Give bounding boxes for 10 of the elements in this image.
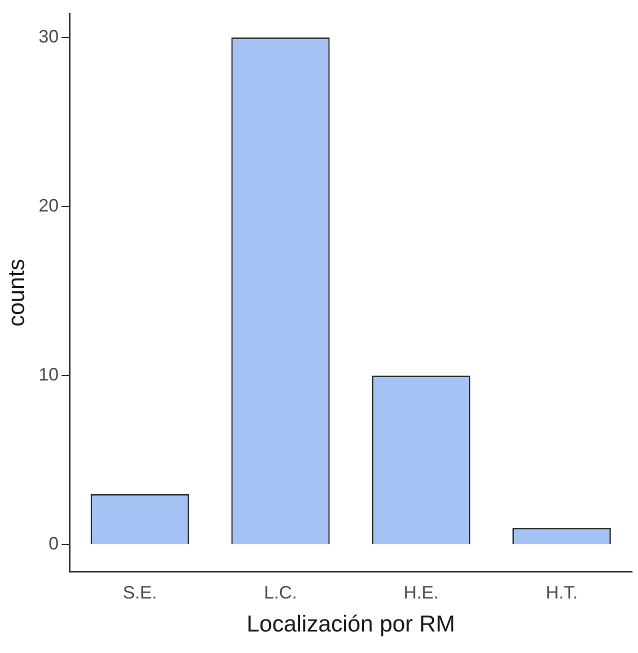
x-tick-label: S.E.: [122, 582, 157, 603]
x-tick-label: H.T.: [546, 582, 578, 603]
y-tick-label: 10: [38, 364, 59, 385]
x-axis-title: Localización por RM: [246, 610, 455, 637]
y-tick-label: 0: [48, 534, 59, 554]
x-tick-label: L.C.: [264, 582, 298, 603]
x-tick-label: H.E.: [404, 582, 439, 603]
y-axis-title: counts: [3, 258, 30, 327]
y-tick-label: 30: [38, 26, 59, 46]
y-tick-label: 20: [38, 196, 59, 216]
